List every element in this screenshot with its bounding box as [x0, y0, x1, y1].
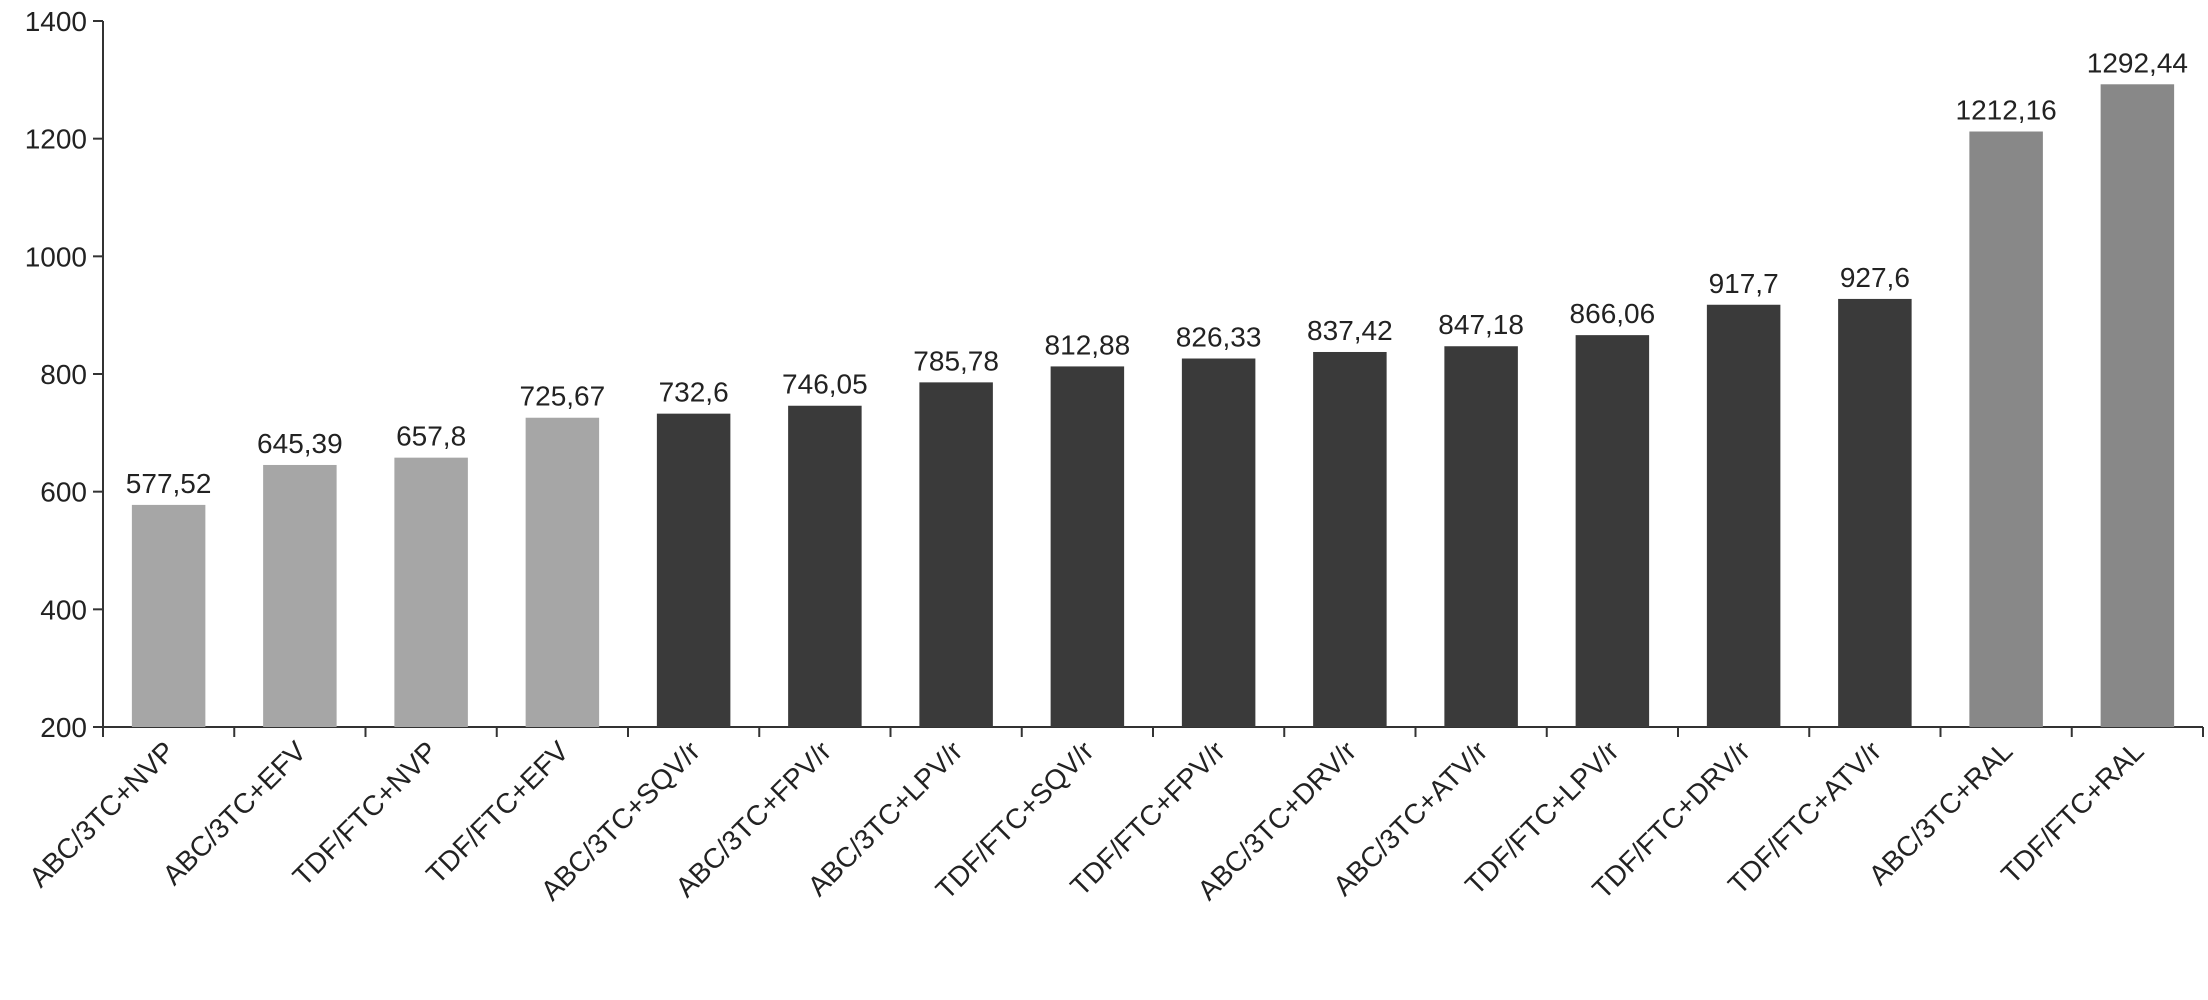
- value-label: 927,6: [1840, 262, 1910, 293]
- value-label: 917,7: [1709, 268, 1779, 299]
- value-label: 725,67: [520, 381, 606, 412]
- bar: [131, 504, 206, 727]
- y-tick-label: 800: [40, 359, 87, 390]
- value-label: 826,33: [1176, 322, 1262, 353]
- bar: [1969, 131, 2043, 728]
- value-label: 1292,44: [2087, 47, 2188, 78]
- bar: [1706, 304, 1781, 727]
- value-label: 1212,16: [1956, 95, 2057, 126]
- value-label: 866,06: [1570, 298, 1656, 329]
- value-label: 812,88: [1045, 329, 1131, 360]
- value-label: 645,39: [257, 428, 343, 459]
- y-tick-label: 200: [40, 712, 87, 743]
- bar: [1181, 358, 1256, 727]
- bar: [656, 413, 731, 727]
- value-label: 577,52: [126, 468, 212, 499]
- value-label: 732,6: [659, 377, 729, 408]
- bar: [1444, 346, 1518, 727]
- y-tick-label: 1400: [25, 6, 87, 37]
- value-label: 837,42: [1307, 315, 1393, 346]
- bar: [1575, 335, 1650, 727]
- y-tick-label: 1200: [25, 124, 87, 155]
- y-tick-label: 400: [40, 594, 87, 625]
- bar: [525, 417, 600, 727]
- bar: [1050, 366, 1125, 727]
- bar: [788, 405, 862, 727]
- x-tick-label: TDF/FTC+RAL: [1995, 735, 2149, 889]
- y-tick-label: 1000: [25, 241, 87, 272]
- value-label: 746,05: [782, 369, 868, 400]
- bar: [394, 457, 468, 727]
- bar: [1313, 351, 1387, 727]
- bar: [1838, 298, 1912, 727]
- bar: [263, 464, 337, 727]
- y-tick-label: 600: [40, 477, 87, 508]
- bar: [2100, 84, 2175, 728]
- bar: [919, 382, 993, 727]
- value-label: 657,8: [396, 421, 466, 452]
- value-label: 847,18: [1438, 309, 1524, 340]
- value-label: 785,78: [913, 345, 999, 376]
